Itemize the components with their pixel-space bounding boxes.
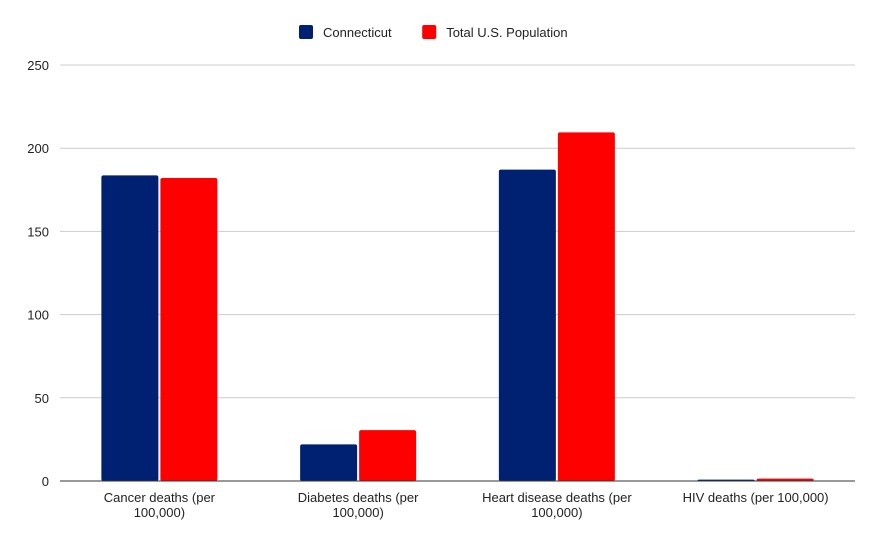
bar-total-u-s-population-1	[359, 430, 417, 481]
y-tick-label: 250	[27, 58, 49, 73]
y-tick-label: 100	[27, 308, 49, 323]
y-tick-label: 0	[42, 474, 49, 489]
x-tick-label: 100,000)	[531, 505, 582, 520]
legend-swatch	[299, 25, 313, 39]
x-tick-label: Heart disease deaths (per	[482, 490, 632, 505]
x-tick-label: Diabetes deaths (per	[298, 490, 419, 505]
x-tick-label: Cancer deaths (per	[104, 490, 216, 505]
y-tick-label: 150	[27, 224, 49, 239]
x-tick-label: HIV deaths (per 100,000)	[683, 490, 829, 505]
x-tick-label: 100,000)	[332, 505, 383, 520]
bar-total-u-s-population-0	[160, 177, 218, 481]
bar-total-u-s-population-3	[756, 478, 814, 481]
legend-label: Total U.S. Population	[446, 25, 567, 40]
legend-label: Connecticut	[323, 25, 392, 40]
y-tick-label: 50	[35, 391, 49, 406]
x-tick-label: 100,000)	[134, 505, 185, 520]
bar-total-u-s-population-2	[557, 132, 615, 481]
legend-swatch	[422, 25, 437, 39]
bar-connecticut-1	[300, 444, 358, 481]
bar-connecticut-0	[101, 175, 159, 482]
bar-connecticut-2	[498, 169, 556, 482]
y-tick-label: 200	[27, 141, 49, 156]
